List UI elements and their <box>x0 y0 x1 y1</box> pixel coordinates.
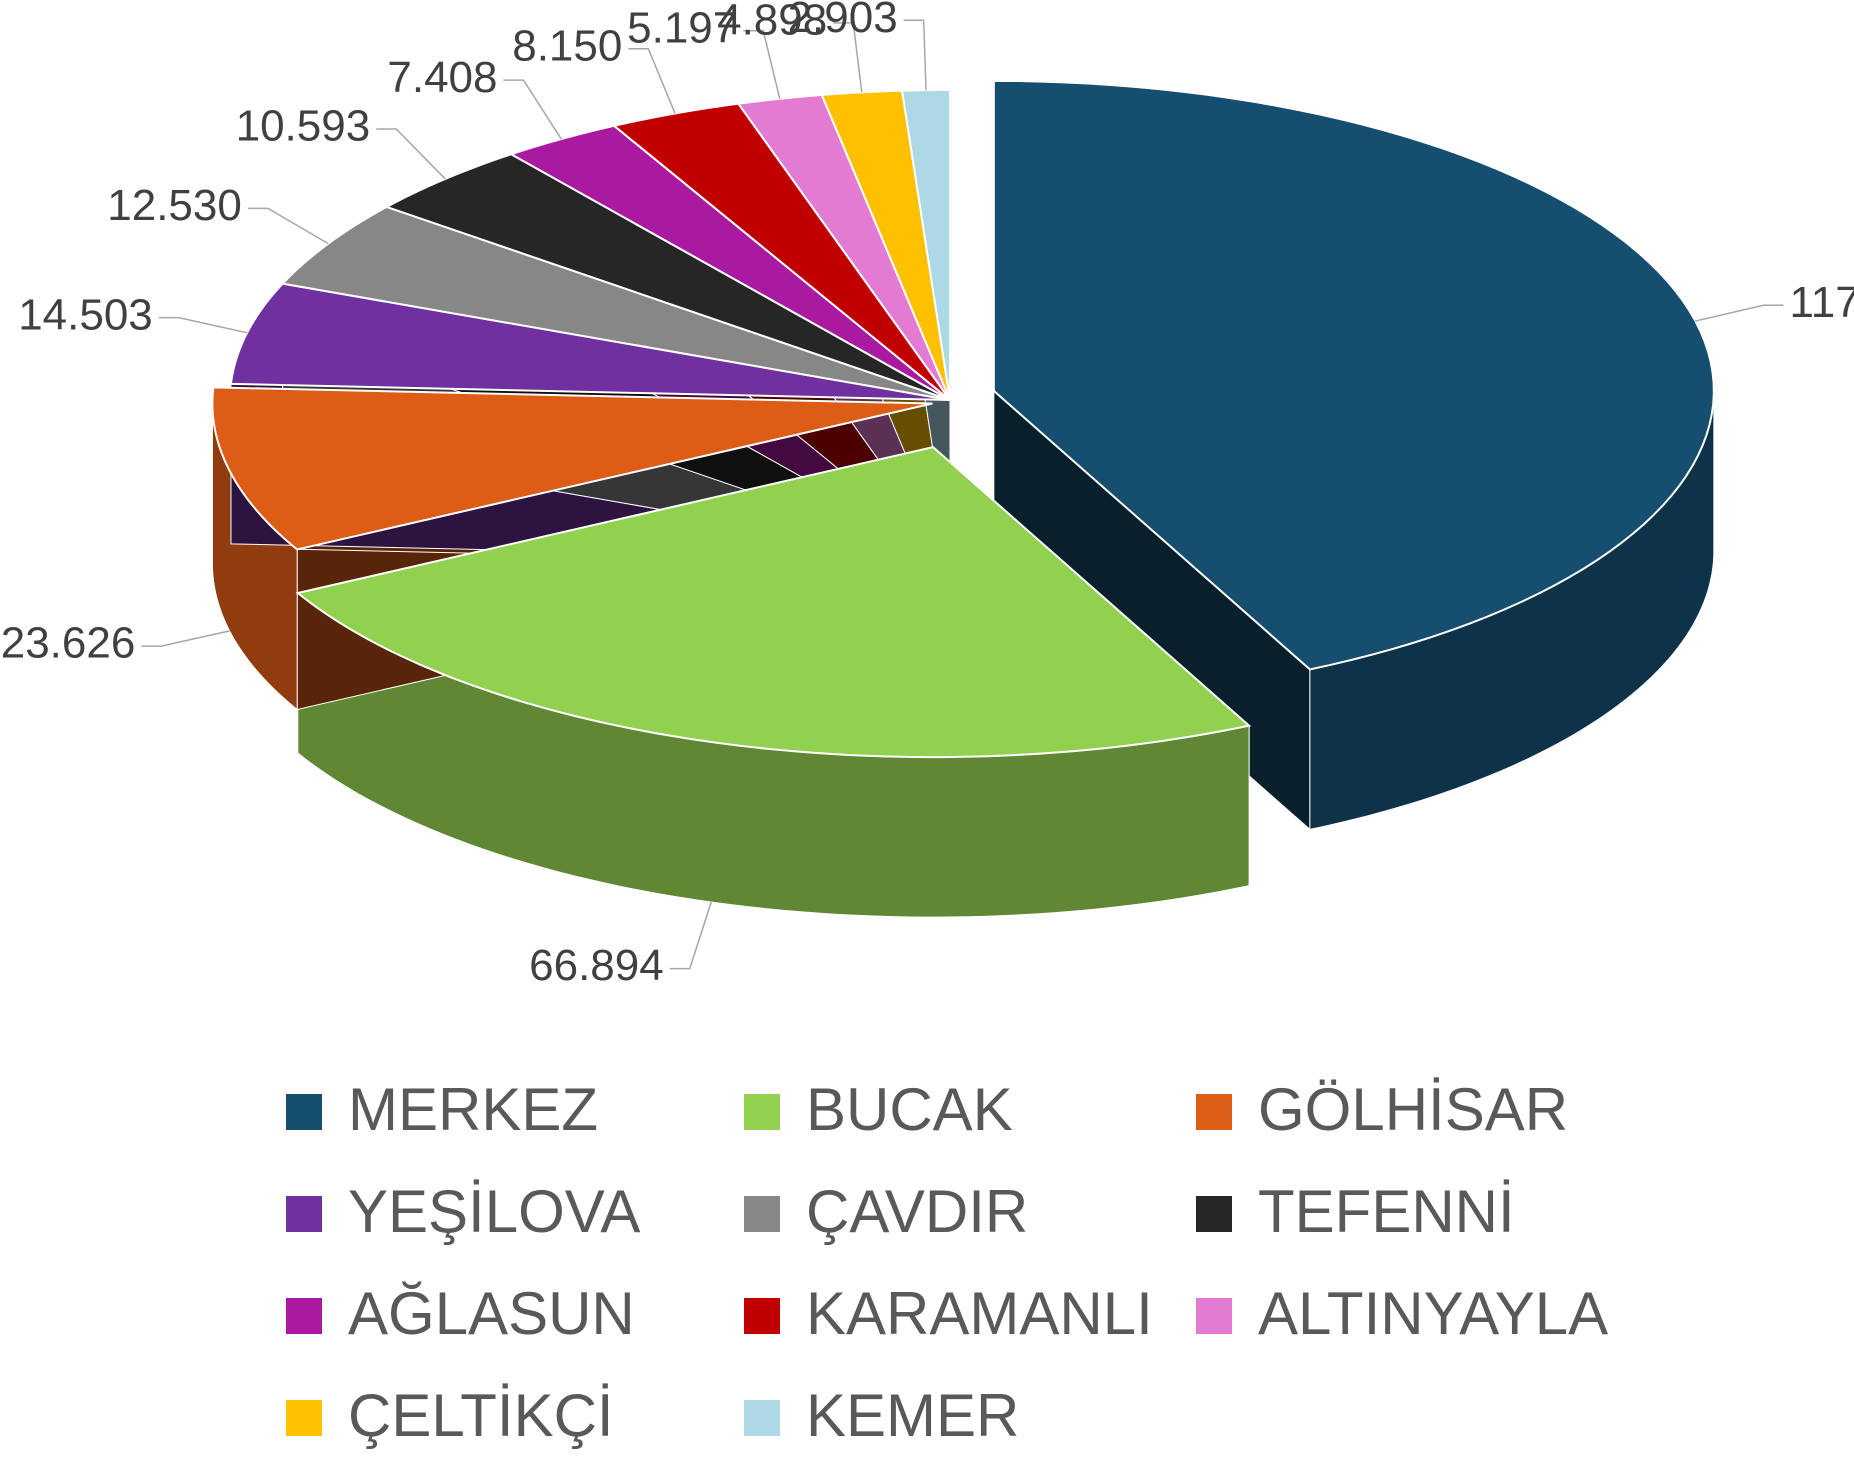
legend-swatch <box>744 1094 780 1130</box>
data-label: 4.898 <box>717 0 827 44</box>
legend-label: ÇAVDIR <box>806 1178 1028 1245</box>
legend-label: YEŞİLOVA <box>348 1178 640 1245</box>
leader-line <box>833 22 863 93</box>
data-label: 12.530 <box>107 181 242 230</box>
legend-swatch <box>744 1196 780 1232</box>
leader-line <box>503 79 562 140</box>
slice <box>211 386 933 551</box>
leader-line <box>158 316 248 334</box>
legend-label: ÇELTİKÇİ <box>348 1382 614 1449</box>
data-label: 10.593 <box>236 102 371 151</box>
data-label: 23.626 <box>1 619 136 668</box>
slice <box>736 93 951 401</box>
legend-swatch <box>744 1400 780 1436</box>
legend-label: ALTINYAYLA <box>1258 1280 1608 1347</box>
slice <box>384 153 951 401</box>
legend-label: KEMER <box>806 1382 1019 1449</box>
leader-line <box>247 207 329 245</box>
leader-line <box>141 630 230 647</box>
data-label: 5.197 <box>627 3 737 52</box>
legend-swatch <box>286 1094 322 1130</box>
data-label: 2.903 <box>788 0 898 42</box>
legend-swatch <box>1196 1196 1232 1232</box>
legend-label: BUCAK <box>806 1076 1013 1143</box>
leader-line <box>376 128 446 180</box>
legend-swatch <box>1196 1298 1232 1334</box>
legend-label: TEFENNİ <box>1258 1178 1515 1245</box>
legend-swatch <box>744 1298 780 1334</box>
legend-label: GÖLHİSAR <box>1258 1076 1568 1143</box>
tops <box>211 79 1715 759</box>
data-label: 117.097 <box>1790 278 1854 327</box>
legend-swatch <box>286 1298 322 1334</box>
legend-swatch <box>286 1196 322 1232</box>
data-label: 66.894 <box>529 941 664 990</box>
leader-line <box>669 901 712 970</box>
data-label: 14.503 <box>18 290 153 339</box>
data-label: 8.150 <box>512 21 622 70</box>
legend-label: AĞLASUN <box>348 1280 635 1347</box>
labels: 117.097 66.894 23.626 14.503 12.530 10.593 7.4… <box>1 0 1854 990</box>
leader-line <box>628 48 676 114</box>
leader-line <box>743 30 781 99</box>
legend-swatch <box>1196 1094 1232 1130</box>
slice <box>295 446 1252 759</box>
legend-swatch <box>286 1400 322 1436</box>
legend-label: KARAMANLI <box>806 1280 1153 1347</box>
legend-label: MERKEZ <box>348 1076 598 1143</box>
leader-line <box>903 19 927 91</box>
slice <box>900 88 951 401</box>
data-label: 7.408 <box>387 53 497 102</box>
leader-line <box>1695 304 1784 322</box>
